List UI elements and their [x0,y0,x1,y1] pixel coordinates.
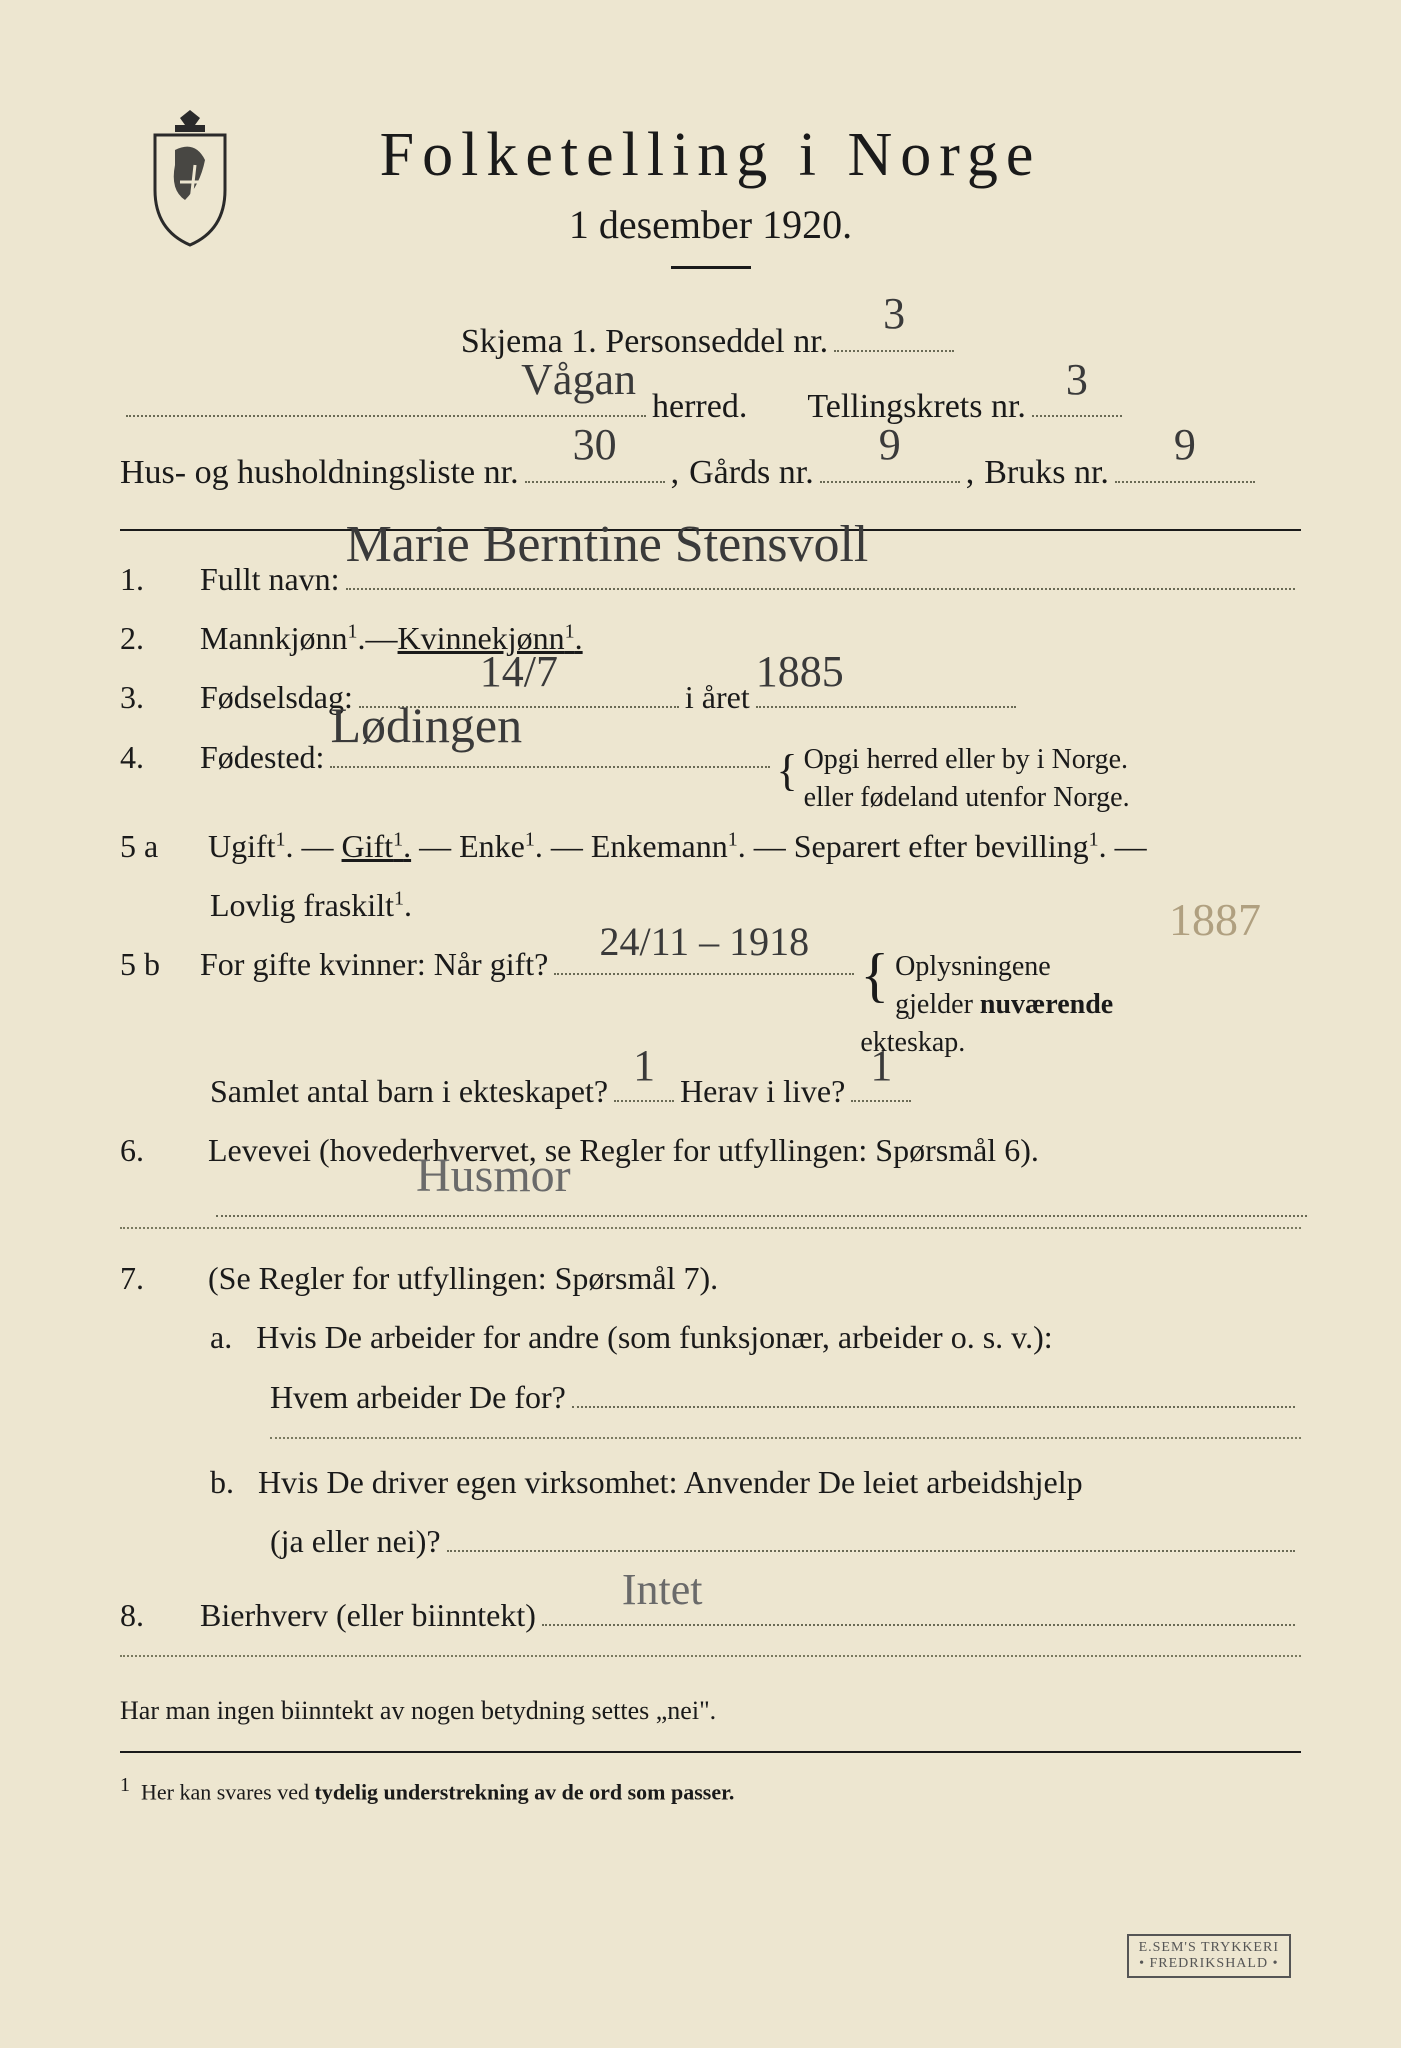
q4-note-line1: Opgi herred eller by i Norge. [804,744,1129,775]
gards-label: Gårds nr. [689,441,814,506]
q7b-num: b. [210,1464,234,1500]
questions-section: 1. Fullt navn: Marie Berntine Stensvoll … [120,549,1301,1813]
q1-num: 1. [120,550,200,609]
q5b-label1: For gifte kvinner: Når gift? [200,935,548,994]
q5b-live-field: 1 [851,1062,911,1102]
personseddel-value: 3 [834,272,954,356]
q7a-field [572,1367,1295,1407]
q5b-label3: Herav i live? [680,1062,845,1121]
page-title: Folketelling i Norge [120,120,1301,191]
q7-row: 7. (Se Regler for utfyllingen: Spørsmål … [120,1249,1301,1308]
q7-label: (Se Regler for utfyllingen: Spørsmål 7). [208,1260,718,1296]
q5b-block: 1887 5 b For gifte kvinner: Når gift? 24… [120,935,1301,1121]
q5a-num: 5 a [120,817,200,876]
q7a-text1: Hvis De arbeider for andre (som funksjon… [256,1319,1052,1355]
census-form-page: Folketelling i Norge 1 desember 1920. Sk… [0,0,1401,2048]
q1-label: Fullt navn: [200,550,340,609]
footnote-text: 1 Her kan svares ved tydelig understrekn… [120,1767,1301,1813]
tellingskrets-field: 3 [1032,374,1122,417]
q5b-note-1: Oplysningene [895,951,1051,982]
footnote-divider [120,1751,1301,1753]
q4-label: Fødested: [200,728,324,787]
q5b-gift-val: 24/11 – 1918 [554,905,854,979]
q7a-block: a. Hvis De arbeider for andre (som funks… [120,1308,1301,1367]
q3-num: 3. [120,668,200,727]
coat-of-arms-icon [140,110,240,250]
printer-stamp: E.SEM'S TRYKKERI• FREDRIKSHALD • [1127,1934,1291,1978]
gards-value: 9 [820,403,960,487]
q6-value: Husmor [416,1132,1307,1221]
q2-num: 2. [120,609,200,668]
q8-label: Bierhverv (eller biinntekt) [200,1586,536,1645]
bruks-value: 9 [1115,403,1255,487]
q2-row: 2. Mannkjønn1. — Kvinnekjønn1. [120,609,1301,668]
husliste-field: 30 [525,440,665,483]
q5b-barn-field: 1 [614,1062,674,1102]
tellingskrets-value: 3 [1032,338,1122,422]
q6-num: 6. [120,1121,200,1180]
q6-field: Husmor [216,1176,1307,1216]
q5b-gift-field: 24/11 – 1918 [554,935,854,975]
q5b-label2: Samlet antal barn i ekteskapet? [210,1062,608,1121]
q5a-row: 5 a Ugift1. — Gift1. — Enke1. — Enkemann… [120,817,1301,876]
herred-label: herred. [652,375,747,440]
form-meta: Skjema 1. Personseddel nr. 3 Vågan herre… [120,309,1301,505]
q5b-note-2: gjelder nuværende [895,989,1113,1020]
personseddel-field: 3 [834,309,954,352]
title-divider [671,266,751,269]
q5b-num: 5 b [120,935,200,994]
q5b-live: 1 [851,1025,911,1106]
gards-field: 9 [820,440,960,483]
q5b-barn: 1 [614,1025,674,1106]
q3-year: 1885 [756,631,1016,712]
footer-instruction: Har man ingen biinntekt av nogen betydni… [120,1687,1301,1735]
q7a-extra-line [270,1437,1301,1439]
q2-male: Mannkjønn1. [200,609,366,668]
q7b-text1: Hvis De driver egen virksomhet: Anvender… [258,1464,1083,1500]
q3-year-field: 1885 [756,668,1016,708]
q8-num: 8. [120,1586,200,1645]
q1-field: Marie Berntine Stensvoll [346,549,1295,589]
q8-extra-line [120,1655,1301,1657]
q1-row: 1. Fullt navn: Marie Berntine Stensvoll [120,549,1301,609]
q7b-text2: (ja eller nei)? [270,1512,441,1571]
q4-row: 4. Fødested: Lødingen { Opgi herred elle… [120,728,1301,817]
q7b-block: b. Hvis De driver egen virksomhet: Anven… [120,1453,1301,1512]
husliste-value: 30 [525,403,665,487]
q4-num: 4. [120,728,200,787]
q1-value: Marie Berntine Stensvoll [346,497,1295,593]
header: Folketelling i Norge 1 desember 1920. [120,120,1301,269]
q7a-num: a. [210,1319,232,1355]
q7a-line2: Hvem arbeider De for? [120,1367,1301,1427]
q4-note: { Opgi herred eller by i Norge. eller fø… [776,741,1136,817]
q4-value: Lødingen [330,679,770,772]
q7a-text2: Hvem arbeider De for? [270,1368,566,1427]
q5b-pencil: 1887 [1169,877,1261,962]
q5a-text2: Lovlig fraskilt1. [210,887,412,923]
q6-extra-line [120,1227,1301,1229]
bruks-field: 9 [1115,440,1255,483]
q8-row: 8. Bierhverv (eller biinntekt) Intet [120,1586,1301,1646]
q4-note-line2: eller fødeland utenfor Norge. [804,782,1130,813]
q4-field: Lødingen [330,728,770,768]
husliste-label: Hus- og husholdningsliste nr. [120,441,519,506]
q8-field: Intet [542,1586,1295,1626]
bruks-label: Bruks nr. [984,441,1109,506]
q5a-text: Ugift1. — Gift1. — Enke1. — Enkemann1. —… [208,828,1147,864]
q8-value: Intet [622,1549,1295,1630]
page-subtitle: 1 desember 1920. [120,201,1301,248]
q7-num: 7. [120,1249,200,1308]
q7b-field [447,1512,1295,1552]
